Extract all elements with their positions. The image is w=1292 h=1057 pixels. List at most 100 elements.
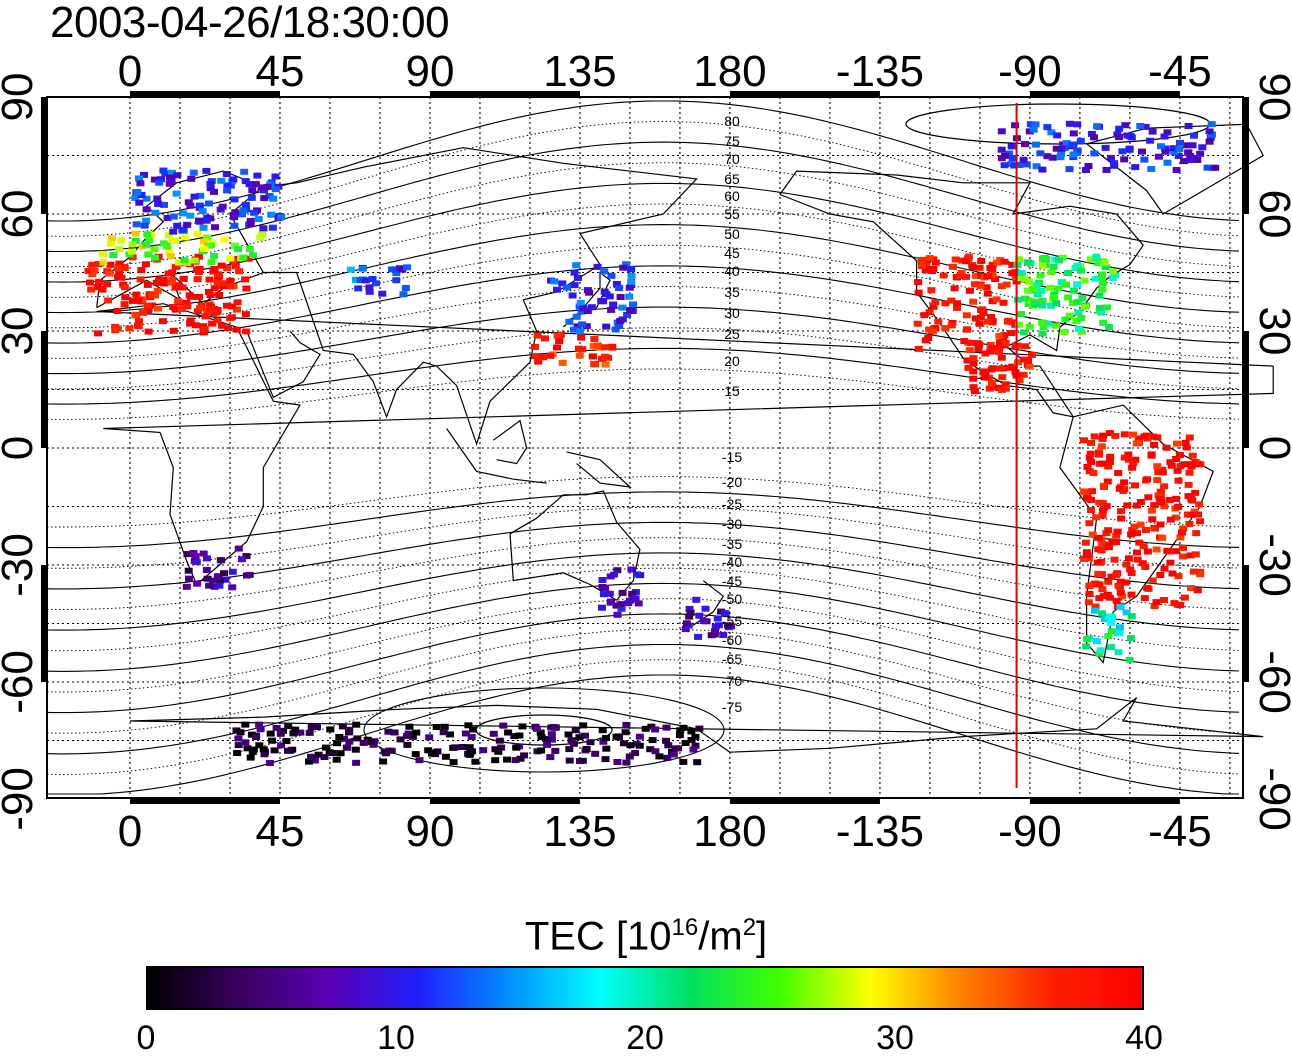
tec-data-cell <box>169 228 178 235</box>
tec-data-cell <box>1166 459 1175 466</box>
tec-data-cell <box>167 279 176 286</box>
tec-data-cell <box>228 568 237 575</box>
tec-data-cell <box>987 366 996 373</box>
tec-data-cell <box>177 306 186 313</box>
tec-data-cell <box>353 735 362 742</box>
tec-data-cell <box>537 747 546 754</box>
tec-data-cell <box>1113 528 1122 535</box>
tec-data-cell <box>518 723 527 730</box>
tec-data-cell <box>220 236 229 243</box>
tec-data-cell <box>479 747 488 754</box>
tec-data-cell <box>534 358 543 365</box>
tec-data-cell <box>547 736 556 743</box>
tec-data-cell <box>392 270 401 277</box>
tec-data-cell <box>461 730 470 737</box>
tec-data-cell <box>1011 369 1020 376</box>
tec-data-cell <box>953 304 961 311</box>
tec-data-cell <box>159 167 168 174</box>
tec-data-cell <box>931 325 940 332</box>
tec-data-cell <box>619 740 628 747</box>
magnetic-latitude-label: 75 <box>724 133 740 149</box>
tec-data-cell <box>983 273 992 280</box>
tec-data-cell <box>1185 434 1194 441</box>
tec-data-cell <box>593 342 602 349</box>
tec-data-cell <box>449 759 458 766</box>
tec-data-cell <box>1179 544 1187 551</box>
tec-data-cell <box>970 281 979 288</box>
tec-data-cell <box>1047 129 1056 136</box>
tec-data-cell <box>1020 329 1028 336</box>
tec-data-cell <box>1114 470 1123 476</box>
tec-data-cell <box>1120 479 1129 486</box>
tec-data-cell <box>1173 467 1182 474</box>
tec-data-cell <box>218 203 227 210</box>
lat-tick-label-right: 60 <box>1250 190 1292 239</box>
magnetic-latitude-label: 40 <box>724 263 740 279</box>
tec-data-cell <box>983 318 992 325</box>
tec-data-cell <box>1062 140 1071 147</box>
tec-data-cell <box>962 273 970 280</box>
tec-data-cell <box>965 347 974 354</box>
tec-data-cell <box>1092 255 1101 262</box>
tec-data-cell <box>94 330 103 337</box>
tec-data-cell <box>1100 260 1109 267</box>
tec-data-cell <box>1076 137 1085 144</box>
tec-data-cell <box>1069 130 1078 137</box>
tec-data-cell <box>1161 148 1170 155</box>
tec-data-cell <box>338 723 347 730</box>
tec-data-cell <box>969 368 978 375</box>
tec-data-cell <box>223 187 232 194</box>
magnetic-latitude-label: 70 <box>724 151 740 167</box>
tec-data-cell <box>320 754 329 760</box>
colorbar-tick-10: 10 <box>377 1019 415 1057</box>
tec-data-cell <box>1163 159 1172 166</box>
tec-data-cell <box>424 747 433 754</box>
tec-data-cell <box>1122 561 1131 568</box>
tec-data-cell <box>167 177 176 184</box>
tec-data-cell <box>210 583 219 590</box>
tec-data-cell <box>1098 507 1107 514</box>
tec-data-cell <box>1032 282 1041 288</box>
tec-data-cell <box>662 724 671 731</box>
tec-data-cell <box>1182 444 1191 451</box>
tec-data-cell <box>105 270 114 277</box>
tec-data-cell <box>1110 160 1119 167</box>
tec-data-cell <box>120 265 129 271</box>
tec-data-cell <box>609 301 618 308</box>
tec-data-cell <box>198 208 207 215</box>
lat-tick-label-right: 0 <box>1250 436 1292 460</box>
tec-data-cell <box>256 234 265 241</box>
tec-data-cell <box>1038 255 1047 262</box>
tec-data-cell <box>1052 300 1061 307</box>
frame-segment <box>729 798 880 804</box>
tec-data-cell <box>929 303 938 310</box>
tec-data-cell <box>1139 543 1148 550</box>
tec-data-cell <box>230 196 239 203</box>
tec-data-cell <box>167 169 176 176</box>
tec-data-cell <box>629 301 637 308</box>
tec-data-cell <box>1189 568 1198 575</box>
tec-data-cell <box>131 312 140 319</box>
tec-data-cell <box>365 288 374 295</box>
tec-data-cell <box>613 567 622 574</box>
tec-data-cell <box>1174 152 1183 159</box>
tec-data-cell <box>136 180 145 187</box>
tec-data-cell <box>1073 298 1082 305</box>
tec-data-cell <box>681 740 690 746</box>
tec-data-cell <box>1103 478 1112 485</box>
tec-data-cell <box>231 255 240 262</box>
tec-data-cell <box>1013 296 1022 303</box>
tec-data-cell <box>185 292 194 299</box>
tec-data-cell <box>947 297 956 304</box>
tec-data-cell <box>1008 155 1017 161</box>
tec-data-cell <box>137 267 146 273</box>
tec-data-cell <box>251 181 260 188</box>
lat-tick-label-left: -90 <box>0 767 42 831</box>
tec-data-cell <box>598 584 607 590</box>
tec-data-cell <box>1187 463 1196 470</box>
tec-data-cell <box>183 221 192 228</box>
tec-data-cell <box>239 254 248 261</box>
tec-data-cell <box>1111 432 1120 439</box>
tec-data-cell <box>982 284 991 291</box>
tec-data-cell <box>1157 499 1166 506</box>
